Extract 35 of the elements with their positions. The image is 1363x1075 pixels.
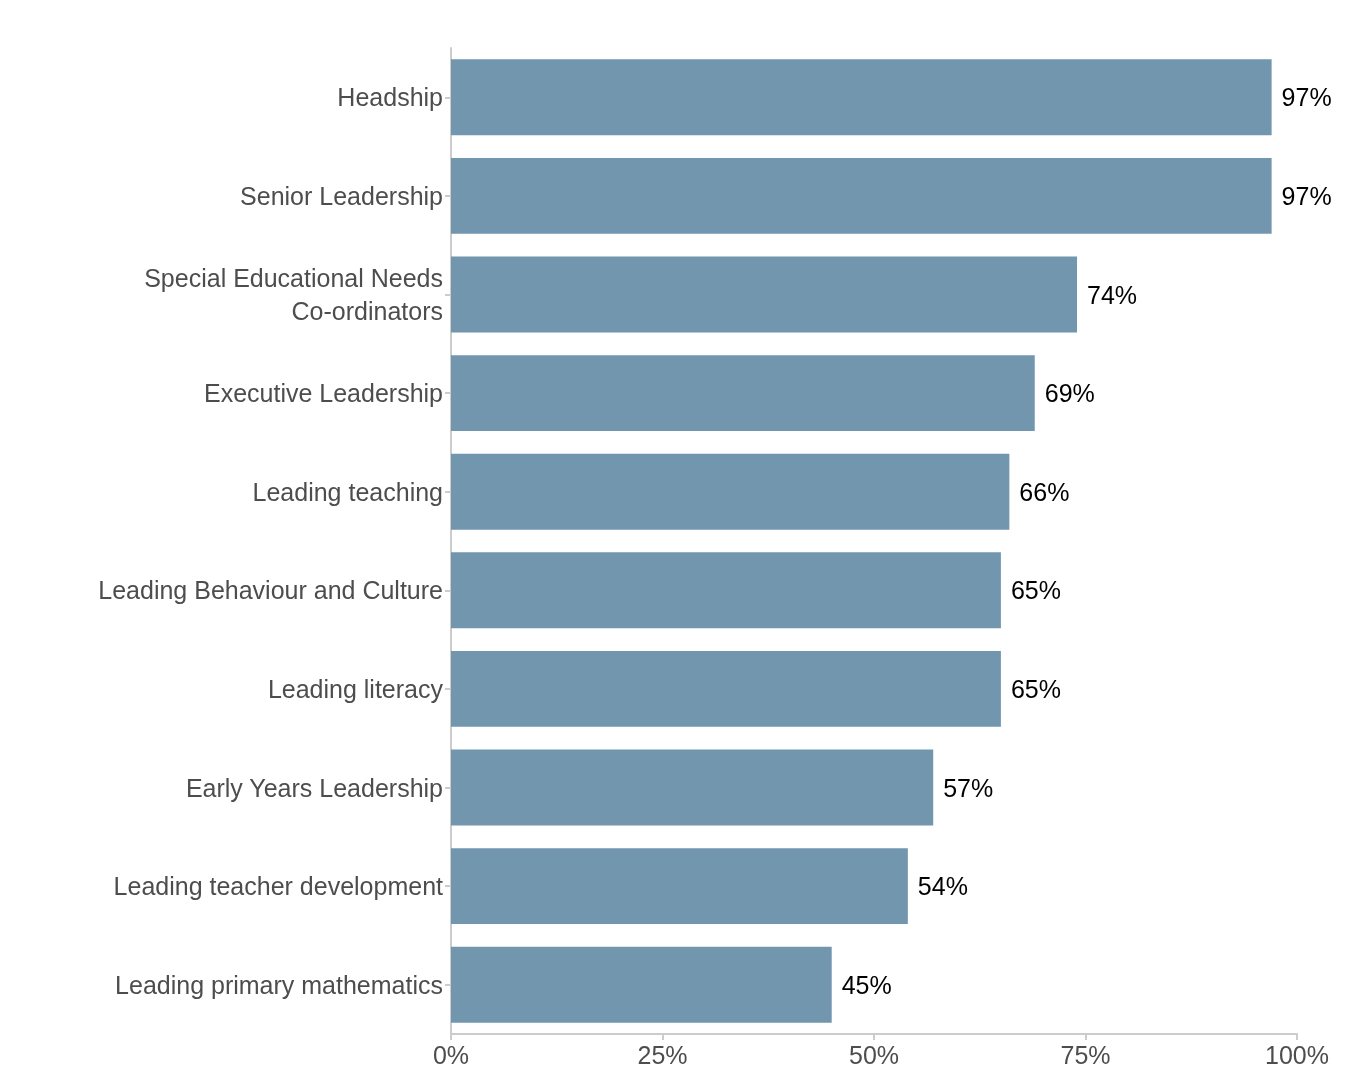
- bar: [451, 552, 1001, 629]
- y-tick-label: Senior Leadership: [240, 181, 443, 210]
- bar: [451, 749, 934, 826]
- y-tick-label: Special Educational Needs Co-ordinators: [144, 264, 443, 325]
- bar: [451, 59, 1272, 136]
- y-tick-label: Leading Behaviour and Culture: [98, 576, 443, 605]
- y-tick-label: Executive Leadership: [203, 379, 443, 408]
- x-tick-label: 25%: [637, 1040, 688, 1069]
- y-tick-label: Leading teacher development: [113, 872, 444, 901]
- bar: [451, 650, 1001, 727]
- data-label: 54%: [917, 872, 968, 901]
- bar: [451, 157, 1272, 234]
- bar: [451, 848, 908, 925]
- x-tick-label: 75%: [1060, 1040, 1111, 1069]
- data-label: 65%: [1010, 576, 1061, 605]
- y-tick-label: Leading literacy: [267, 674, 444, 703]
- data-label: 97%: [1281, 181, 1332, 210]
- x-tick-label: 100%: [1265, 1040, 1329, 1069]
- bar: [451, 946, 832, 1023]
- data-label: 57%: [943, 773, 994, 802]
- data-label: 69%: [1044, 379, 1095, 408]
- y-tick-label: Leading teaching: [252, 477, 443, 506]
- x-tick-label: 0%: [432, 1040, 470, 1069]
- data-label: 45%: [841, 970, 892, 999]
- data-label: 66%: [1019, 477, 1070, 506]
- data-label: 65%: [1010, 674, 1061, 703]
- bar: [451, 453, 1010, 530]
- bar: [451, 256, 1078, 333]
- data-label: 74%: [1087, 280, 1138, 309]
- y-tick-label: Early Years Leadership: [185, 773, 443, 802]
- x-tick-label: 50%: [848, 1040, 900, 1069]
- y-tick-label: Headship: [337, 83, 443, 112]
- data-label: 97%: [1281, 83, 1332, 112]
- bar: [451, 355, 1035, 432]
- y-tick-label: Leading primary mathematics: [115, 970, 443, 999]
